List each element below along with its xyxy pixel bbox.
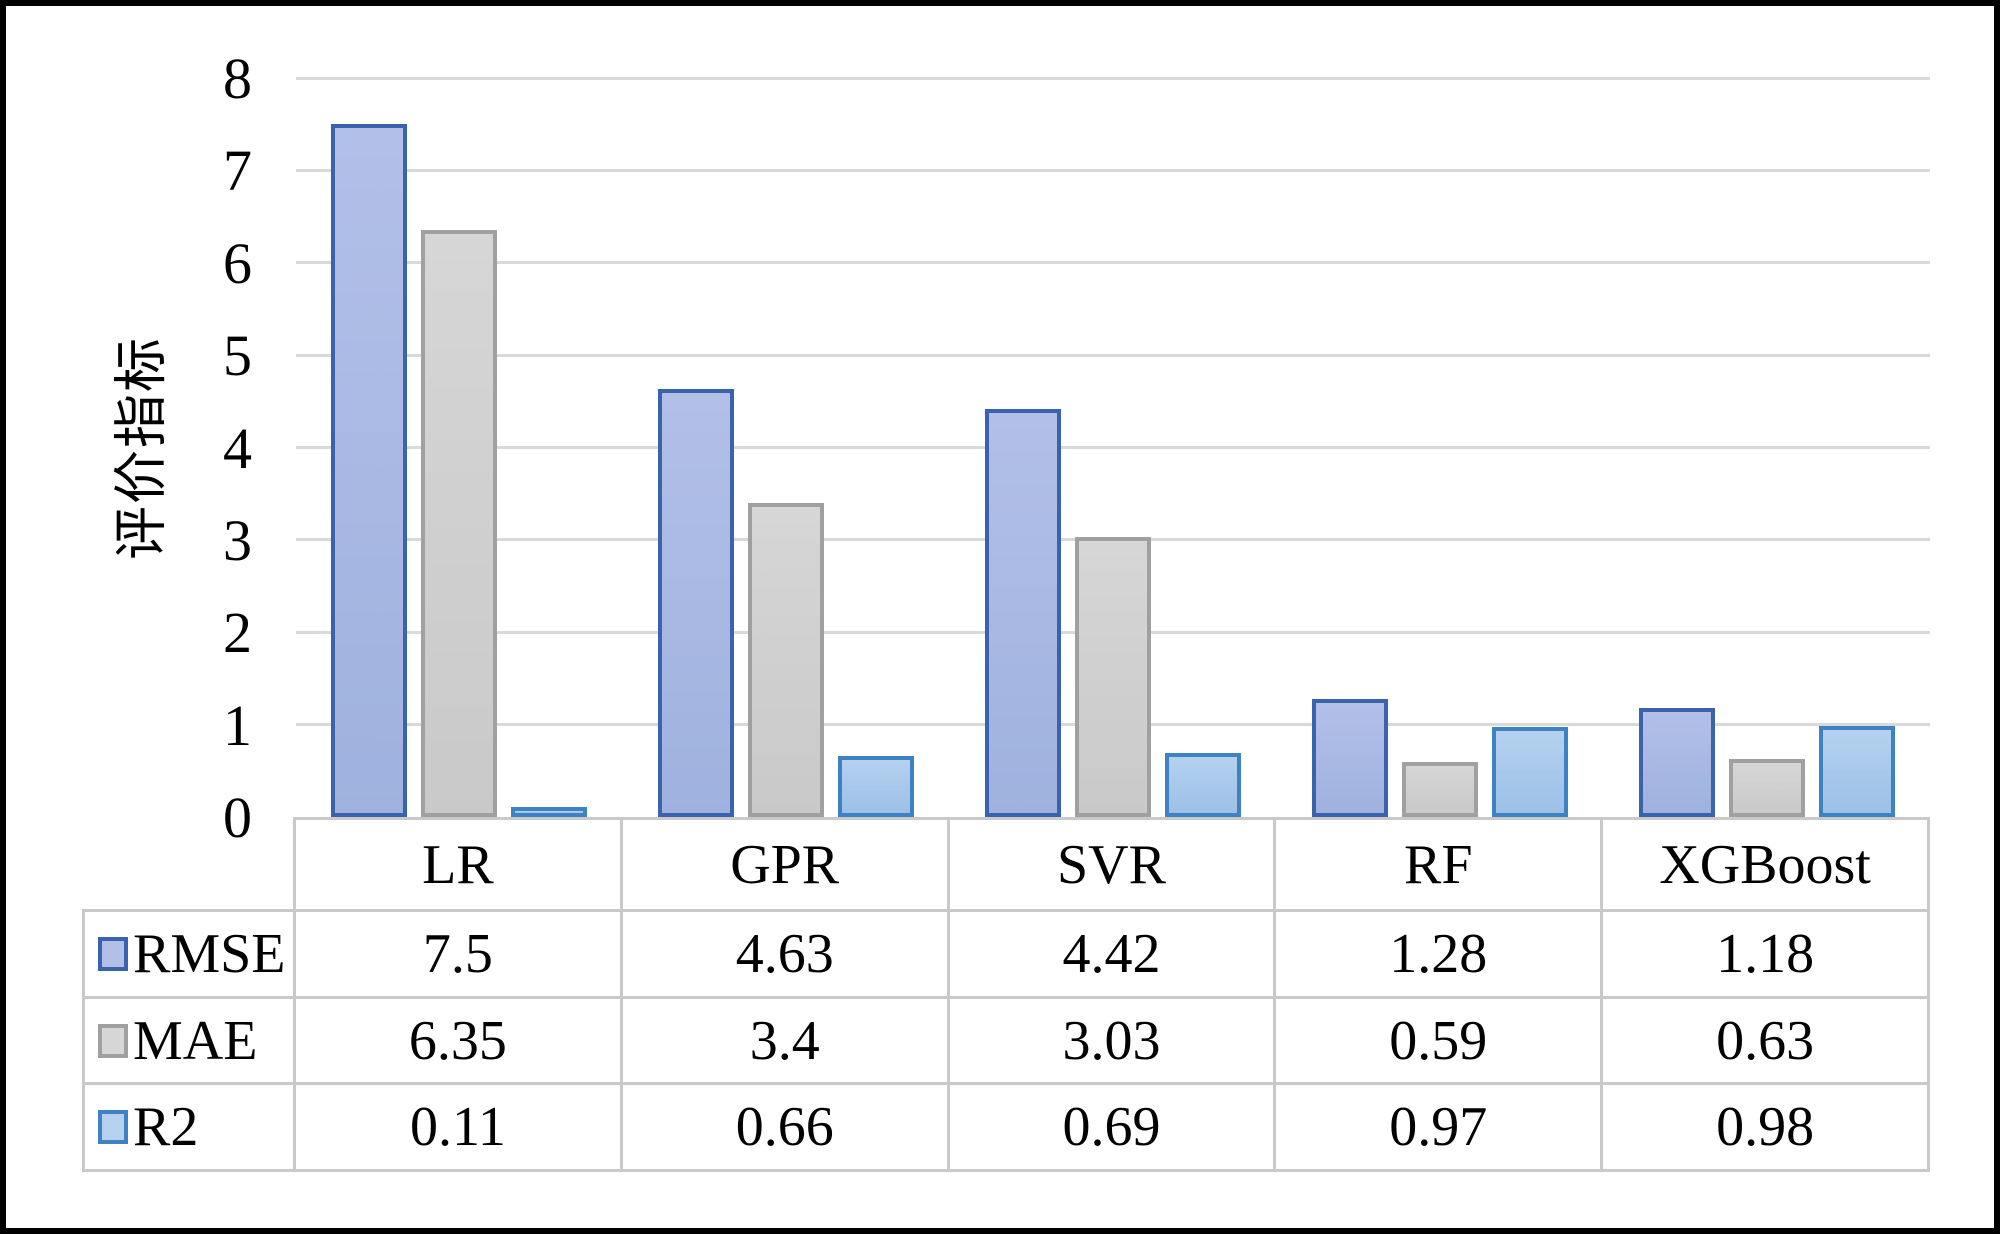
table-cell-mae-rf: 0.59 [1276, 999, 1604, 1085]
bar-rmse-svr [985, 408, 1061, 817]
table-cell-r2-lr: 0.11 [296, 1085, 623, 1172]
table-header-xgboost: XGBoost [1603, 817, 1930, 912]
legend-item-mae: MAE [82, 999, 296, 1085]
bar-rmse-xgboost [1638, 707, 1715, 817]
legend-key-mae [98, 1023, 128, 1058]
table-header-rf: RF [1276, 817, 1604, 912]
legend-item-r2: R2 [82, 1085, 296, 1172]
table-cell-rmse-rf: 1.28 [1276, 912, 1604, 999]
table-corner-cell [82, 817, 296, 912]
table-cell-mae-svr: 3.03 [949, 999, 1277, 1085]
table-cell-mae-lr: 6.35 [296, 999, 623, 1085]
gridline-6 [296, 261, 1930, 265]
y-tick-label-4: 4 [223, 415, 252, 481]
legend-label-rmse: RMSE [133, 923, 286, 985]
legend-item-rmse: RMSE [82, 912, 296, 999]
bar-r2-rf [1491, 727, 1568, 817]
bar-mae-rf [1401, 762, 1478, 817]
bar-r2-gpr [838, 756, 915, 817]
table-cell-rmse-gpr: 4.63 [622, 912, 950, 999]
y-tick-label-5: 5 [223, 323, 252, 389]
table-cell-r2-rf: 0.97 [1276, 1085, 1604, 1172]
y-tick-label-6: 6 [223, 230, 252, 296]
bar-mae-gpr [748, 502, 825, 817]
table-header-svr: SVR [949, 817, 1277, 912]
table-cell-rmse-xgboost: 1.18 [1603, 912, 1930, 999]
table-cell-rmse-svr: 4.42 [949, 912, 1277, 999]
bar-mae-svr [1075, 537, 1151, 817]
y-tick-label-8: 8 [223, 46, 252, 111]
table-header-gpr: GPR [622, 817, 950, 912]
legend-key-rmse [98, 937, 128, 971]
y-tick-label-2: 2 [223, 600, 252, 666]
table-header-lr: LR [296, 817, 623, 912]
table-cell-mae-xgboost: 0.63 [1603, 999, 1930, 1085]
table-cell-r2-gpr: 0.66 [622, 1085, 950, 1172]
legend-label-mae: MAE [133, 1009, 258, 1072]
bar-rmse-lr [331, 124, 408, 817]
legend-label-r2: R2 [133, 1096, 199, 1158]
gridline-7 [296, 168, 1930, 172]
legend-key-r2 [98, 1110, 128, 1144]
table-cell-mae-gpr: 3.4 [622, 999, 950, 1085]
chart-data-table: LR GPR SVR RF XGBoost RMSE 7.5 4.63 4.42 1.28 1.18… [82, 817, 1930, 1172]
gridline-8 [296, 76, 1930, 80]
table-cell-r2-xgboost: 0.98 [1603, 1085, 1930, 1172]
bar-r2-lr [511, 806, 588, 817]
bar-r2-xgboost [1818, 726, 1895, 817]
gridline-5 [296, 353, 1930, 357]
y-tick-label-7: 7 [223, 138, 252, 204]
y-tick-label-0: 0 [223, 785, 252, 850]
bar-rmse-gpr [658, 389, 735, 817]
y-tick-label-1: 1 [223, 692, 252, 758]
table-cell-r2-svr: 0.69 [949, 1085, 1277, 1172]
bar-mae-xgboost [1728, 758, 1805, 817]
bar-r2-svr [1165, 753, 1241, 817]
bar-mae-lr [421, 230, 498, 817]
bar-rmse-rf [1311, 698, 1388, 817]
y-tick-label-3: 3 [223, 507, 252, 573]
table-cell-rmse-lr: 7.5 [296, 912, 623, 999]
gridline-4 [296, 446, 1930, 449]
